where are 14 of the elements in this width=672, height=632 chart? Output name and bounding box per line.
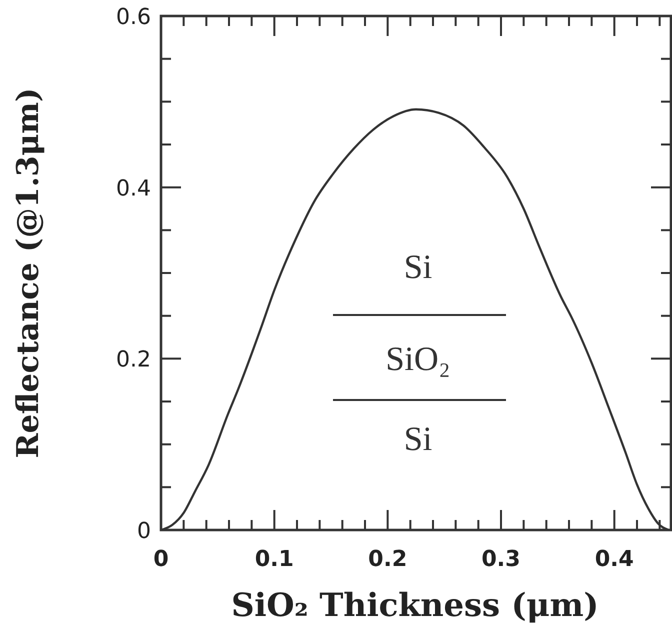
x-axis-title: SiO₂ Thickness (μm) <box>231 586 599 624</box>
y-axis-title: Reflectance (@1.3μm) <box>11 88 46 458</box>
y-tick-label: 0.4 <box>116 176 151 202</box>
annotation: SiO₂ <box>386 341 450 378</box>
y-tick-label: 0.2 <box>116 348 151 373</box>
annotation: Si <box>404 421 432 458</box>
x-tick-label: 0.1 <box>254 547 294 572</box>
x-tick-label: 0.4 <box>594 547 634 572</box>
x-tick-label: 0.2 <box>368 547 408 572</box>
x-tick-label: 0 <box>153 547 169 572</box>
y-tick-label: 0 <box>137 519 151 544</box>
x-tick-label: 0.3 <box>482 547 520 572</box>
annotation: Si <box>404 249 432 286</box>
y-tick-label: 0.6 <box>116 5 151 30</box>
